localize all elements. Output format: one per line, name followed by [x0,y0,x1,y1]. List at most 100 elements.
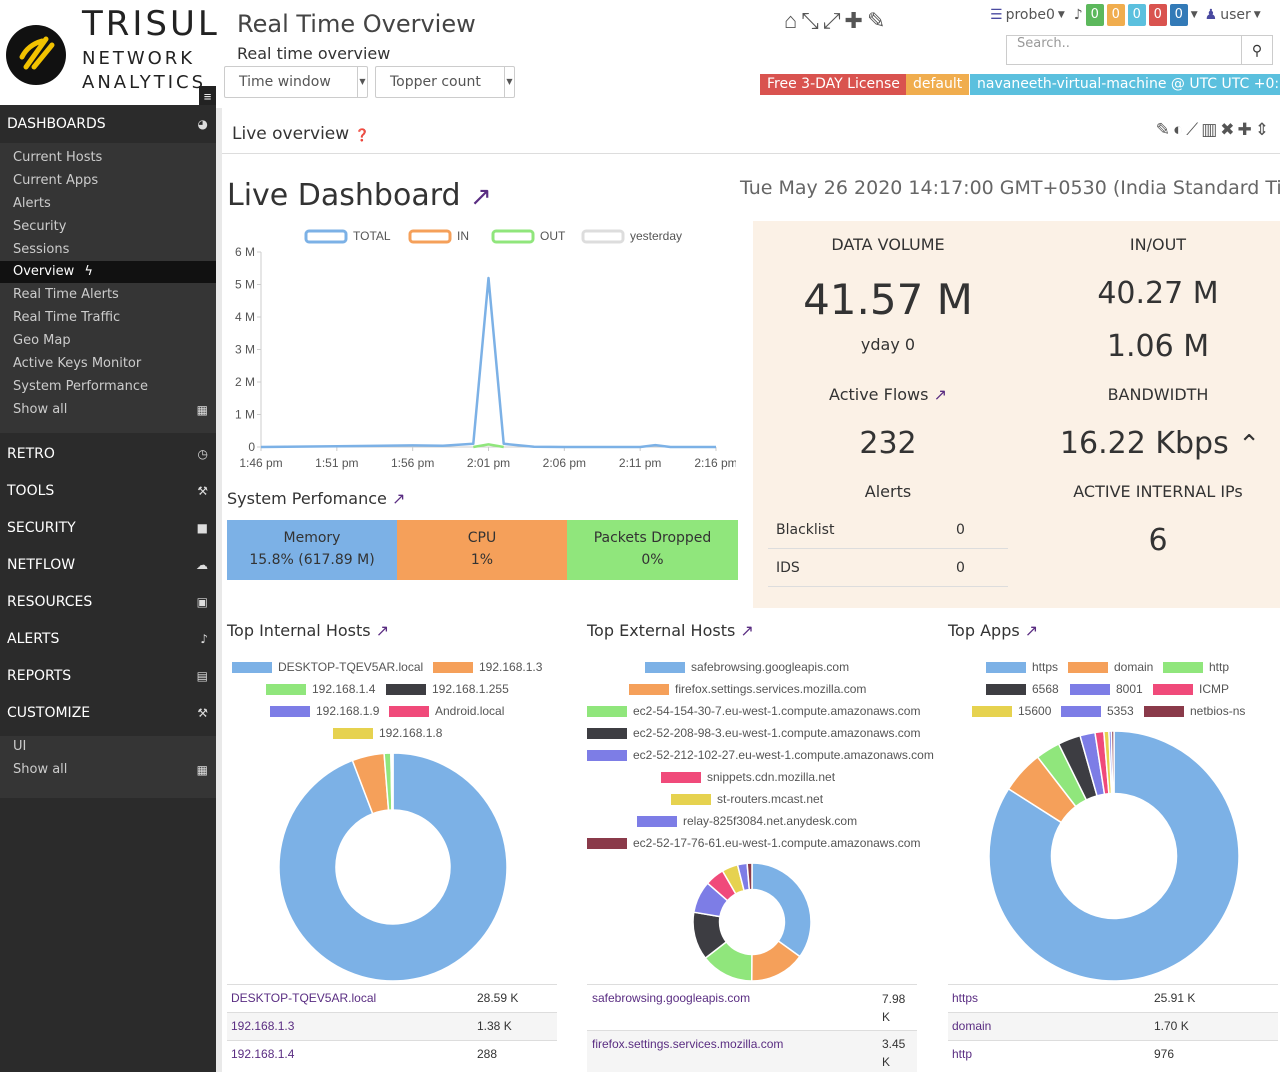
count-badge-orange[interactable]: 0 [1106,4,1125,26]
table-row[interactable]: http 976 [948,1040,1278,1068]
legend-item[interactable]: ICMP [1153,682,1229,696]
table-row[interactable]: https 25.91 K [948,984,1278,1012]
sidebar-section-netflow[interactable]: NETFLOW ☁ [0,547,216,583]
expand-icon[interactable]: ⤢ [822,8,845,33]
count-badge-cyan[interactable]: 0 [1127,4,1146,26]
sidebar-item-overview[interactable]: Overview ϟ [0,261,216,283]
sidebar-section-resources[interactable]: RESOURCES ▣ [0,584,216,620]
legend-item[interactable]: 192.168.1.3 [433,660,542,674]
home-icon[interactable]: ⌂ [784,8,802,33]
sidebar-item-real-time-alerts[interactable]: Real Time Alerts [13,287,119,302]
sort-icon[interactable]: ⇕ [1254,120,1272,139]
search-icon[interactable]: ⚲ [1241,35,1273,65]
sidebar-section-reports[interactable]: REPORTS ▤ [0,658,216,694]
legend-item[interactable]: ec2-52-208-98-3.eu-west-1.compute.amazon… [587,726,920,740]
table-row[interactable]: DESKTOP-TQEV5AR.local 28.59 K [227,984,557,1012]
host-link[interactable]: firefox.settings.services.mozilla.com [592,1037,784,1051]
external-link-icon[interactable]: ↗ [375,621,390,640]
sidebar-section-security[interactable]: SECURITY ■ [0,510,216,546]
bar-chart-icon[interactable]: ▥ [1201,120,1221,139]
legend-item[interactable]: http [1163,660,1229,674]
context-badge[interactable]: default [906,74,970,95]
toggle-icon[interactable]: ◐ [1173,120,1187,139]
sidebar-section-alerts[interactable]: ALERTS ♪ [0,621,216,657]
sidebar-section-retro[interactable]: RETRO ◷ [0,436,216,472]
sidebar-section-customize[interactable]: CUSTOMIZE ⚒ [0,695,216,731]
table-row[interactable]: 192.168.1.4 288 [227,1040,557,1068]
legend-item[interactable]: 192.168.1.255 [386,682,509,696]
user-menu[interactable]: user [1220,7,1251,23]
search-input[interactable]: Search.. [1006,35,1242,65]
alert-row-blacklist[interactable]: Blacklist 0 [768,511,1008,549]
legend-item[interactable]: domain [1068,660,1153,674]
sidebar-item-show-all[interactable]: Show all ▦ [0,399,216,421]
legend-item[interactable]: DESKTOP-TQEV5AR.local [232,660,423,674]
table-row[interactable]: safebrowsing.googleapis.com 7.98 K [587,984,917,1030]
sidebar-section-dashboards[interactable]: DASHBOARDS ◕ [0,105,216,143]
sidebar-item-real-time-traffic[interactable]: Real Time Traffic [13,310,121,325]
external-link-icon[interactable]: ↗ [740,621,754,640]
legend-item[interactable]: 192.168.1.4 [266,682,375,696]
legend-item[interactable]: 192.168.1.9 [270,704,379,718]
compress-icon[interactable]: ⤡ [801,8,823,33]
external-link-icon[interactable]: ↗ [470,182,492,212]
sidebar-item-alerts[interactable]: Alerts [13,196,51,211]
trisul-logo[interactable]: TRISUL NETWORK ANALYTICS [0,0,217,108]
sidebar-item-geo-map[interactable]: Geo Map [13,333,71,348]
sidebar-item-security[interactable]: Security [13,219,67,234]
legend-item[interactable]: Android.local [389,704,504,718]
legend-item[interactable]: ec2-52-212-102-27.eu-west-1.compute.amaz… [587,748,934,762]
app-link[interactable]: https [952,991,979,1005]
host-link[interactable]: 192.168.1.3 [231,1019,295,1033]
table-row[interactable]: domain 1.70 K [948,1012,1278,1040]
host-link[interactable]: 192.168.1.4 [231,1047,295,1061]
table-row[interactable]: 192.168.1.3 1.38 K [227,1012,557,1040]
legend-item[interactable]: 192.168.1.8 [333,726,442,740]
legend-item[interactable]: st-routers.mcast.net [671,792,823,806]
sidebar-item-active-keys-monitor[interactable]: Active Keys Monitor [13,356,142,371]
legend-item[interactable]: 15600 [972,704,1051,718]
time-window-dropdown[interactable]: Time window ▼ [224,66,368,98]
legend-item[interactable]: 8001 [1070,682,1143,696]
move-icon[interactable]: ✚ [1237,120,1255,139]
legend-item[interactable]: snippets.cdn.mozilla.net [661,770,835,784]
sidebar-item-system-performance[interactable]: System Performance [13,379,148,394]
count-badge-blue[interactable]: 0 [1169,4,1188,26]
table-row[interactable]: firefox.settings.services.mozilla.com 3.4… [587,1030,917,1072]
sidebar-item-show-all-customize[interactable]: Show all ▦ [0,759,216,781]
topper-count-dropdown[interactable]: Topper count ▼ [375,66,515,98]
host-link[interactable]: safebrowsing.googleapis.com [592,991,751,1005]
legend-item[interactable]: netbios-ns [1144,704,1245,718]
legend-item[interactable]: 6568 [986,682,1059,696]
count-badge-red[interactable]: 0 [1148,4,1167,26]
sidebar-section-tools[interactable]: TOOLS ⚒ [0,473,216,509]
close-icon[interactable]: ✖ [1220,120,1238,139]
legend-item[interactable]: relay-825f3084.net.anydesk.com [637,814,857,828]
legend-item[interactable]: firefox.settings.services.mozilla.com [629,682,866,696]
probe-selector[interactable]: probe0 [1005,7,1055,23]
app-link[interactable]: domain [952,1019,992,1033]
sidebar-item-current-apps[interactable]: Current Apps [13,173,99,188]
sidebar-item-sessions[interactable]: Sessions [13,242,70,257]
external-link-icon[interactable]: ↗ [391,489,406,508]
pencil-icon[interactable]: ✎ [1155,120,1173,139]
legend-item[interactable]: ec2-52-17-76-61.eu-west-1.compute.amazon… [587,836,920,850]
legend-item[interactable]: ec2-54-154-30-7.eu-west-1.compute.amazon… [587,704,920,718]
menu-toggle-icon[interactable]: ≡ [199,86,216,108]
count-badge-green[interactable]: 0 [1085,4,1104,26]
external-link-icon[interactable]: ↗ [1024,621,1039,640]
pencil-icon[interactable]: ✎ [866,8,890,33]
legend-item[interactable]: 5353 [1061,704,1134,718]
legend-item[interactable]: safebrowsing.googleapis.com [645,660,849,674]
app-link[interactable]: http [952,1047,973,1061]
host-link[interactable]: DESKTOP-TQEV5AR.local [231,991,377,1005]
external-link-icon[interactable]: ↗ [933,385,947,404]
sidebar-item-current-hosts[interactable]: Current Hosts [13,150,103,165]
line-chart-icon[interactable]: ⟋ [1186,120,1202,139]
legend-item[interactable]: https [986,660,1058,674]
help-icon[interactable]: ❓ [354,128,370,142]
plus-icon[interactable]: ✚ [844,8,867,33]
bell-icon[interactable]: ♪ [1073,7,1083,23]
alert-row-ids[interactable]: IDS 0 [768,549,1008,587]
sidebar-item-ui[interactable]: UI [13,739,27,754]
